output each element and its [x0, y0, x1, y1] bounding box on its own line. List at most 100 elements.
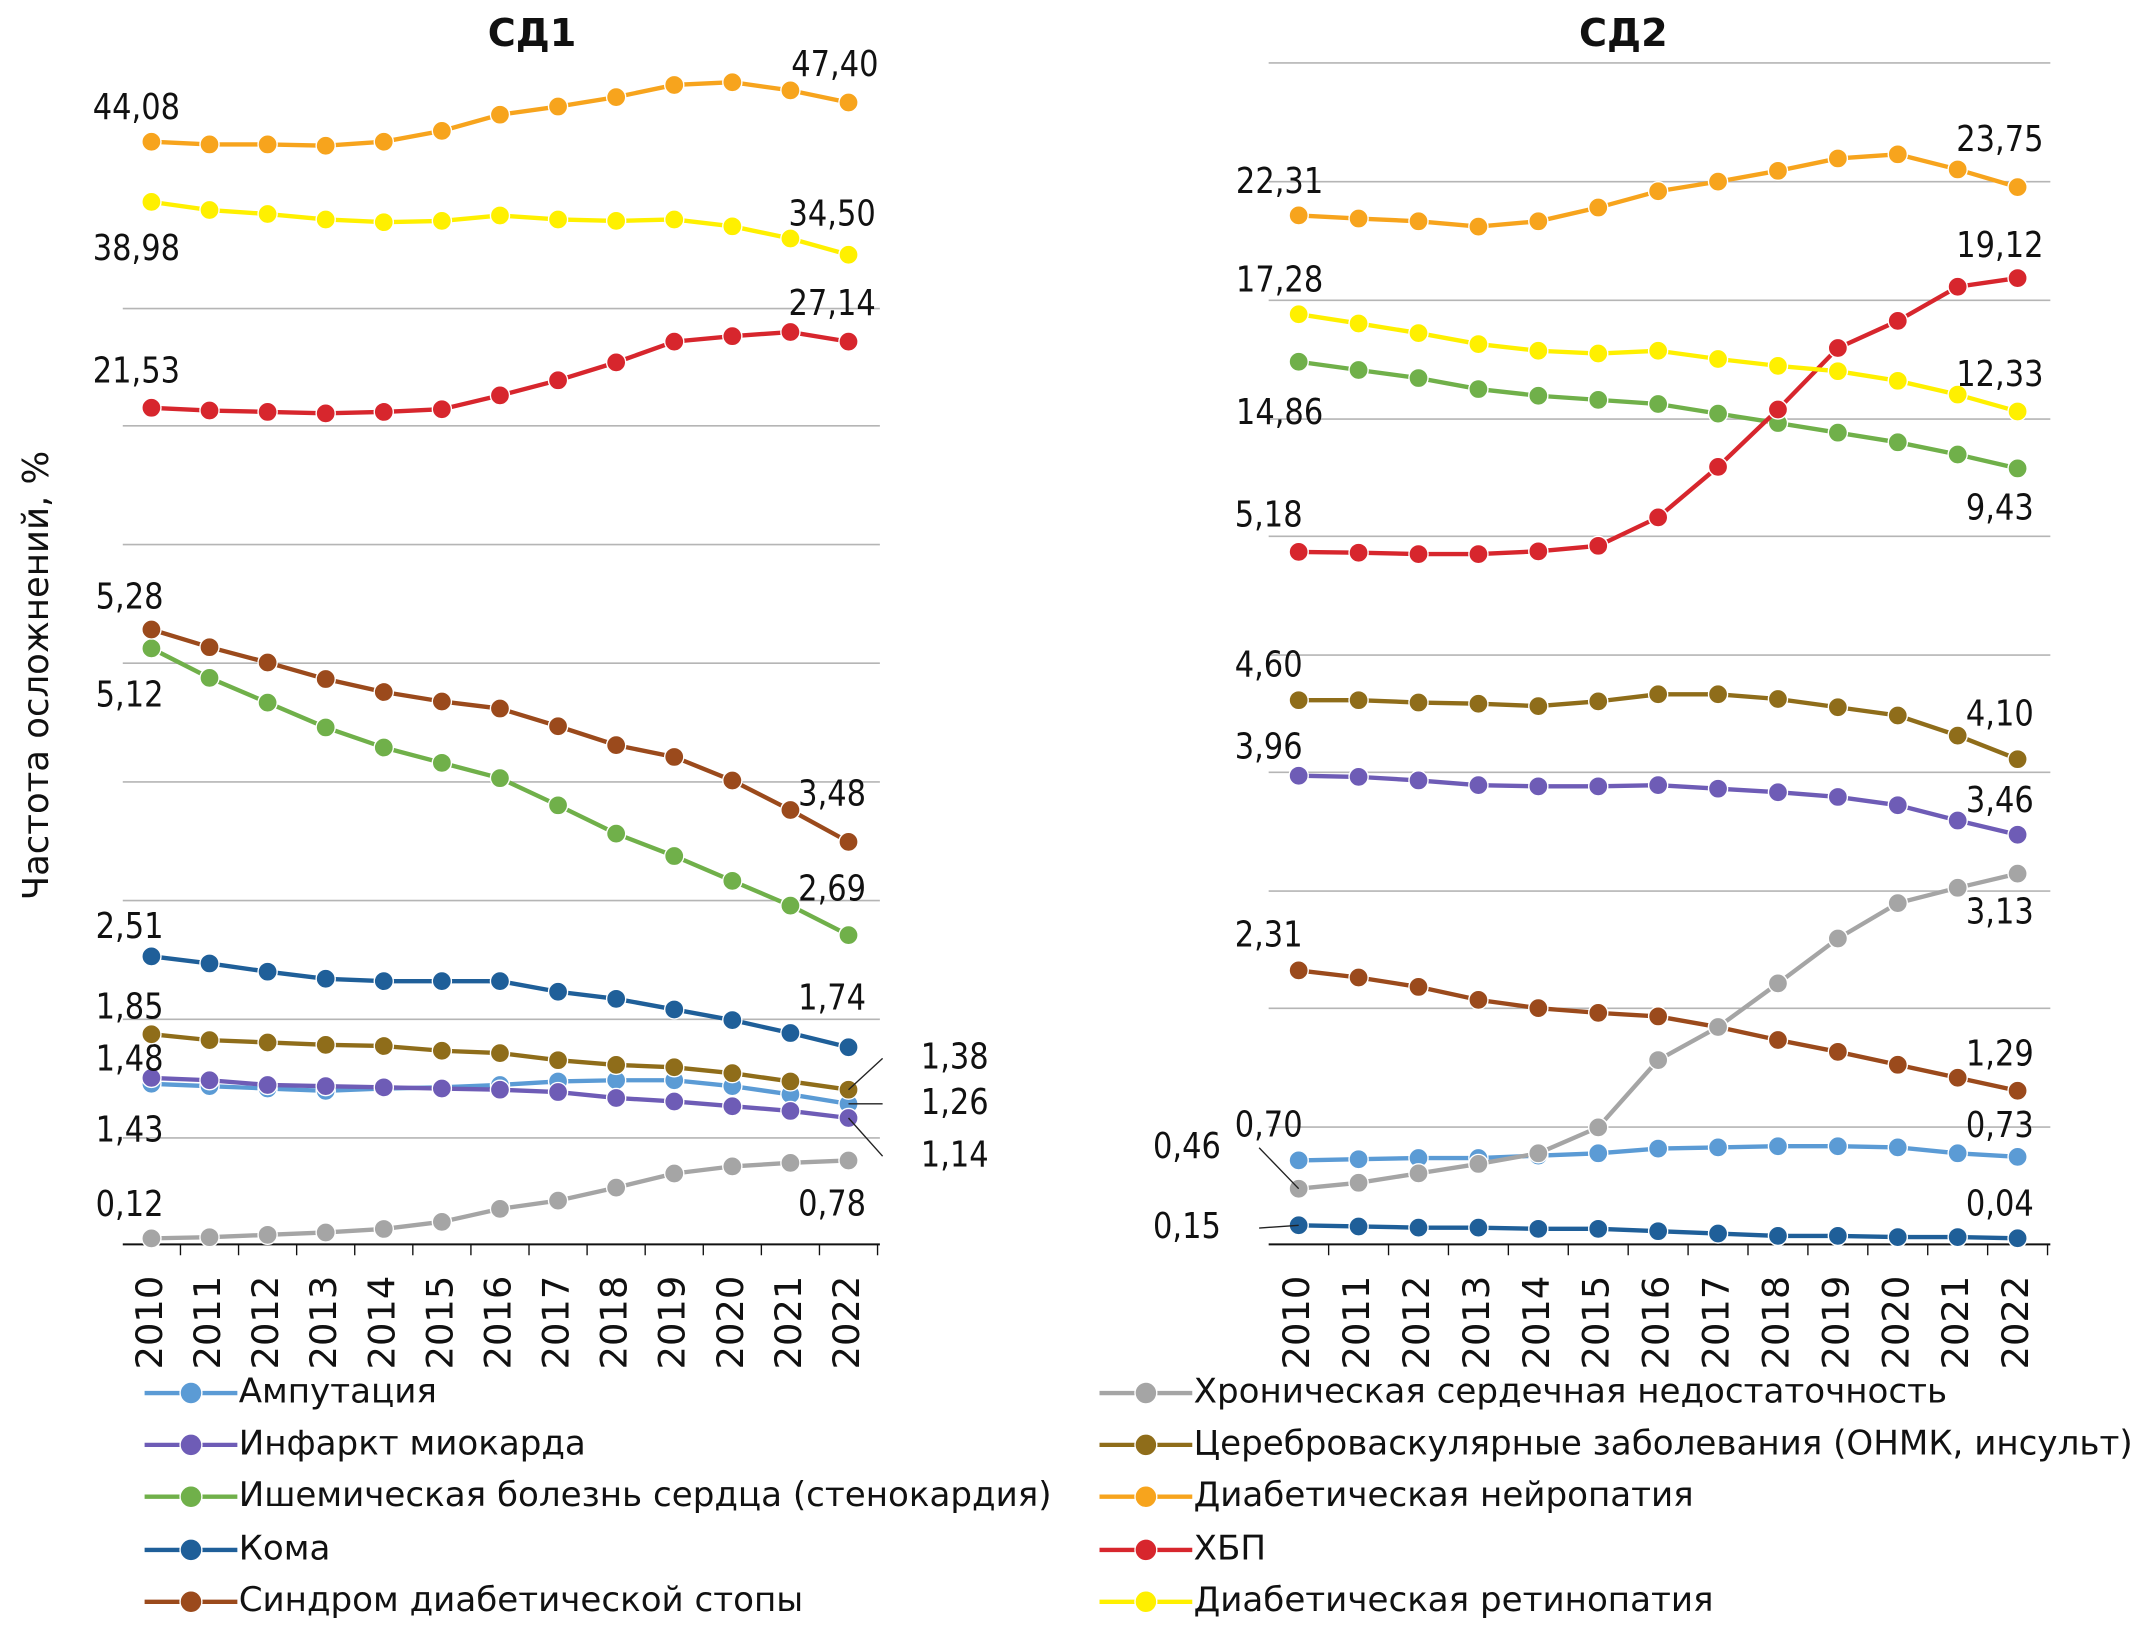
data-point — [1647, 181, 1669, 202]
data-point — [605, 86, 627, 108]
data-point — [141, 191, 162, 213]
data-point — [838, 831, 859, 853]
data-point — [547, 1049, 569, 1071]
data-point — [431, 1211, 453, 1233]
data-point — [1887, 370, 1909, 392]
data-point — [199, 667, 220, 689]
data-point — [1887, 1226, 1909, 1248]
chart-title: СД1 — [488, 12, 577, 56]
data-point — [1587, 343, 1609, 364]
x-tick-label: 2011 — [1335, 1276, 1378, 1370]
data-point — [141, 131, 162, 152]
data-point — [2007, 1080, 2028, 1101]
data-point — [1767, 688, 1789, 710]
data-point — [1288, 541, 1309, 563]
data-point — [1947, 384, 1968, 405]
data-point — [1947, 276, 1968, 297]
series-line — [150, 627, 850, 844]
data-point — [1288, 205, 1309, 226]
data-point — [838, 92, 859, 113]
data-point — [1468, 774, 1489, 796]
data-point — [664, 331, 685, 352]
data-label: 4,60 — [1235, 643, 1303, 685]
data-point — [1408, 1163, 1429, 1184]
leader-line — [848, 1057, 884, 1091]
data-point — [431, 120, 453, 142]
data-point — [373, 211, 395, 233]
data-point — [489, 1198, 511, 1220]
data-label: 0,73 — [1966, 1104, 2034, 1146]
data-point — [547, 370, 569, 391]
data-label: 27,14 — [788, 282, 875, 324]
data-label: 1,14 — [921, 1133, 989, 1175]
legend-label: Инфаркт миокарда — [239, 1423, 586, 1463]
data-point — [199, 400, 220, 421]
data-point — [257, 203, 278, 225]
data-point — [1707, 348, 1729, 370]
data-label: 1,38 — [921, 1035, 989, 1077]
data-point — [1827, 337, 1849, 359]
data-point — [431, 970, 453, 992]
y-axis-title: Частота осложнений, % — [16, 451, 57, 900]
data-point — [664, 1091, 685, 1112]
data-point — [431, 210, 453, 232]
legend-label: Ишемическая болезнь сердца (стенокардия) — [239, 1475, 1052, 1515]
data-label: 17,28 — [1236, 258, 1323, 300]
data-point — [1947, 444, 1968, 465]
data-point — [1947, 810, 1968, 831]
data-point — [1408, 770, 1429, 791]
data-point — [838, 1150, 859, 1171]
data-point — [1288, 1150, 1309, 1171]
x-tick-label: 2010 — [128, 1276, 171, 1370]
data-point — [2007, 824, 2028, 845]
data-label: 1,74 — [798, 976, 866, 1018]
data-point — [1707, 1137, 1729, 1158]
data-point — [605, 823, 627, 844]
data-point — [1827, 148, 1849, 169]
data-point — [257, 961, 278, 982]
data-label: 21,53 — [93, 349, 180, 391]
data-label: 1,85 — [96, 985, 164, 1027]
data-point — [431, 1078, 453, 1099]
data-point — [1587, 389, 1609, 411]
data-point — [489, 205, 511, 226]
data-point — [1647, 340, 1669, 361]
data-point — [199, 1029, 220, 1051]
data-label: 3,13 — [1966, 890, 2034, 932]
data-point — [1528, 1218, 1549, 1240]
legend-label: ХБП — [1194, 1528, 1266, 1568]
data-point — [547, 795, 569, 816]
x-tick-label: 2020 — [709, 1276, 752, 1370]
data-point — [1468, 378, 1489, 400]
data-label: 0,46 — [1153, 1125, 1221, 1167]
data-label: 9,43 — [1966, 486, 2034, 528]
data-point — [373, 131, 395, 152]
data-point — [1887, 705, 1909, 726]
x-tick-label: 2014 — [360, 1276, 403, 1370]
data-point — [1887, 794, 1909, 816]
data-label: 2,51 — [96, 905, 164, 947]
data-point — [431, 691, 453, 712]
data-point — [2007, 176, 2028, 198]
data-point — [1767, 1225, 1789, 1247]
data-point — [257, 401, 278, 423]
legend-marker — [179, 1381, 203, 1405]
data-point — [1647, 1049, 1669, 1071]
chart-title: СД2 — [1579, 12, 1668, 56]
data-point — [1528, 541, 1549, 562]
data-label: 5,18 — [1235, 493, 1303, 535]
data-point — [1767, 1135, 1789, 1157]
data-point — [1408, 976, 1429, 998]
data-label: 3,96 — [1235, 725, 1303, 767]
data-point — [1528, 695, 1549, 717]
data-point — [722, 325, 743, 347]
data-point — [722, 1156, 743, 1177]
data-point — [664, 1057, 685, 1078]
data-point — [605, 1177, 627, 1198]
data-point — [489, 970, 511, 992]
data-label: 1,29 — [1966, 1032, 2034, 1074]
data-point — [1288, 303, 1309, 325]
data-point — [1647, 393, 1669, 415]
data-point — [1587, 197, 1609, 218]
